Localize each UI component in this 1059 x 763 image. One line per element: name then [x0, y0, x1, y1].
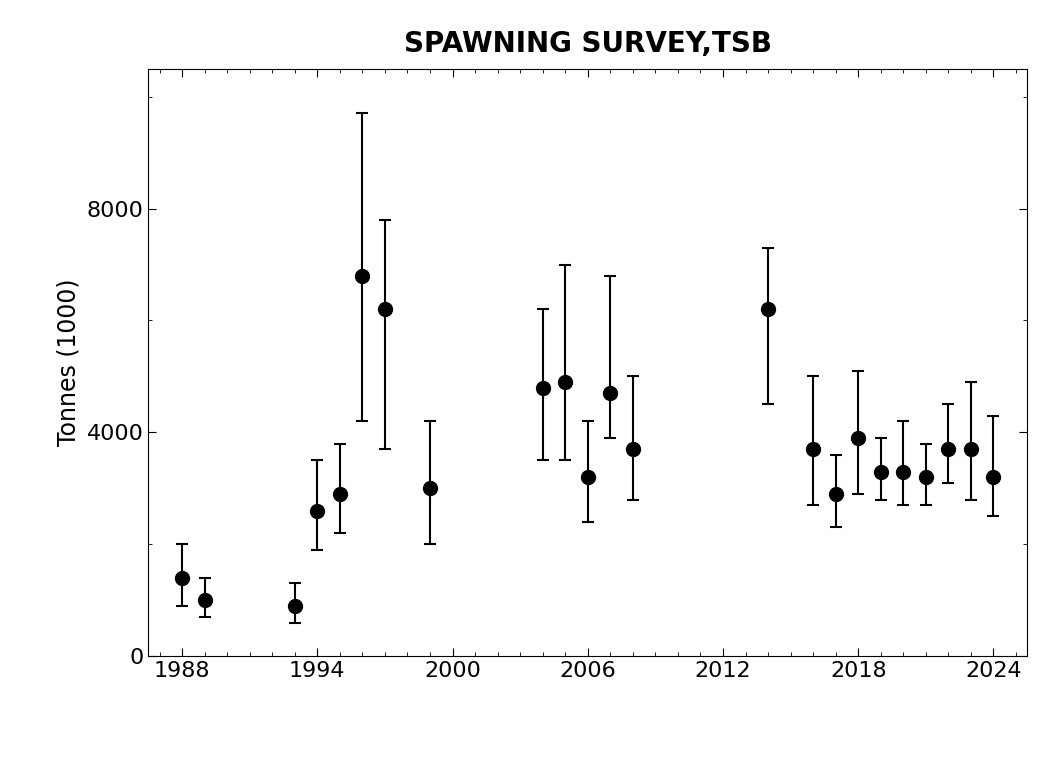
Title: SPAWNING SURVEY,TSB: SPAWNING SURVEY,TSB	[403, 30, 772, 58]
Y-axis label: Tonnes (1000): Tonnes (1000)	[57, 278, 80, 446]
